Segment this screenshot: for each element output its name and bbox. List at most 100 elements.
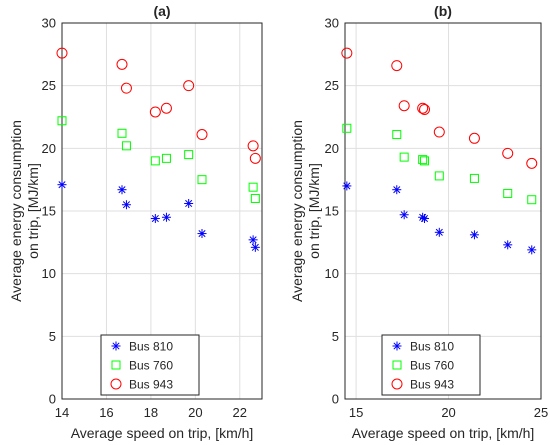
panel-b-x-axis-label: Average speed on trip, [km/h]	[352, 425, 535, 441]
panel-b-data-point-shape	[398, 100, 410, 112]
panel-a-data-point-shape	[248, 182, 258, 192]
panel-a-x-tick-label: 20	[188, 405, 202, 420]
panel-b-data-point-shape	[391, 60, 403, 72]
panel-b-y-axis-label-line: on trip, [MJ/km]	[306, 163, 322, 259]
panel-b-data-point-shape	[527, 195, 537, 205]
panel-b-data-point-shape	[526, 157, 538, 169]
panel-a-data-point-shape	[247, 140, 259, 152]
panel-a-data-point-shape	[116, 58, 128, 70]
panel-a-data-point	[160, 102, 172, 114]
panel-a-data-point-shape	[160, 102, 172, 114]
panel-a-data-point	[161, 153, 171, 163]
panel-b-data-point-shape	[503, 188, 513, 198]
panel-b-data-point	[398, 100, 410, 112]
panel-b-data-point	[392, 130, 402, 140]
panel-b-y-axis-label-line: Average energy consumption	[289, 120, 305, 302]
panel-a-data-point	[56, 47, 68, 59]
panel-b-data-point	[469, 230, 479, 240]
panel-b-data-point-shape	[434, 171, 444, 181]
panel-a-data-point	[247, 140, 259, 152]
panel-a-data-point	[150, 156, 160, 166]
panel-a-data-point	[250, 193, 260, 203]
panel-b-x-tick-label: 25	[534, 405, 548, 420]
panel-b-data-point	[468, 132, 480, 144]
panel-b-data-point-shape	[469, 173, 479, 183]
panel-a-legend-entry: Bus 760	[129, 359, 173, 373]
panel-b-y-axis-label: Average energy consumptionon trip, [MJ/k…	[289, 120, 322, 302]
panel-b-x-tick-label: 20	[441, 405, 455, 420]
panel-b-data-point-shape	[342, 123, 352, 133]
panel-b-data-point-shape	[419, 103, 431, 115]
panel-b-legend: Bus 810 Bus 760 Bus 943	[381, 334, 481, 396]
panel-a-data-point	[161, 212, 171, 222]
panel-a-x-tick-label: 18	[144, 405, 158, 420]
panel-a-legend-marker-shape	[110, 378, 122, 390]
panel-b-data-point	[342, 181, 352, 191]
panel-a-data-point-shape	[184, 150, 194, 160]
panel-b-legend-entry: Bus 760	[410, 359, 454, 373]
panel-b-legend-marker-stroke-3	[393, 342, 401, 350]
panel-b-data-point	[527, 195, 537, 205]
panel-b-data-point-stroke-3	[504, 241, 512, 249]
panel-a-title: (a)	[153, 3, 170, 19]
panel-b-data-point-stroke-3	[343, 182, 351, 190]
panel-b-data-point-shape	[468, 132, 480, 144]
panel-a-data-point-shape	[121, 141, 131, 151]
panel-b-data-point-shape	[418, 155, 428, 165]
panel-a-data-point-stroke-3	[122, 201, 130, 209]
panel-a: 14 16 18 20 22 0 5 10 15 20 25 30 (a) Average speed o…	[8, 3, 263, 441]
panel-a-data-point	[196, 129, 208, 141]
panel-b-series-bus-810	[342, 181, 537, 255]
panel-a-data-point	[150, 214, 160, 224]
panel-b-data-point	[434, 227, 444, 237]
panel-b-data-point	[399, 152, 409, 162]
panel-a-y-tick-label: 0	[49, 392, 56, 407]
panel-b-data-point-stroke-3	[528, 246, 536, 254]
panel-b-title: (b)	[434, 3, 452, 19]
panel-a-data-point-shape	[250, 193, 260, 203]
panel-b-data-point-shape	[417, 102, 429, 114]
panel-a-data-point-stroke-3	[198, 230, 206, 238]
panel-b-data-point	[392, 185, 402, 195]
panel-b-data-point	[342, 123, 352, 133]
panel-b-data-point-shape	[433, 126, 445, 138]
panel-b-data-point	[417, 102, 429, 114]
panel-a-x-tick-label: 14	[55, 405, 69, 420]
panel-a-data-point-stroke-3	[118, 186, 126, 194]
panel-a-data-point	[149, 106, 161, 118]
panel-b-data-point	[434, 171, 444, 181]
panel-b-data-point-stroke-3	[435, 228, 443, 236]
panel-b-y-tick-label: 30	[325, 16, 339, 31]
panel-a-series-bus-810	[57, 180, 260, 252]
panel-b-legend-entry: Bus 810	[410, 340, 454, 354]
panel-a-y-axis-label: Average energy consumptionon trip, [MJ/k…	[8, 120, 41, 302]
panel-b-data-point-shape	[392, 130, 402, 140]
panel-a-data-point	[120, 82, 132, 94]
panel-a-data-point	[249, 152, 261, 164]
panel-b-axes-box	[344, 22, 542, 400]
panel-b-data-point	[502, 147, 514, 159]
panel-a-data-point	[57, 116, 67, 126]
panel-b-data-point-shape	[420, 156, 430, 166]
panel-a-data-point-stroke-3	[162, 213, 170, 221]
panel-a-x-tick-label: 16	[99, 405, 113, 420]
panel-b-series-bus-943	[341, 47, 538, 169]
panel-b-y-tick-label: 5	[332, 329, 339, 344]
panel-a-series-bus-760	[57, 116, 260, 203]
panel-b-y-tick-label: 0	[332, 392, 339, 407]
panel-a-data-point-shape	[249, 152, 261, 164]
panel-a-data-point	[183, 80, 195, 92]
panel-b-legend-marker	[392, 341, 402, 351]
panel-a-data-point-shape	[57, 116, 67, 126]
panel-a-y-tick-label: 25	[42, 78, 56, 93]
panel-b-legend-marker	[391, 378, 403, 390]
panel-a-data-point	[117, 128, 127, 138]
panel-a-data-point-stroke-3	[251, 243, 259, 251]
panel-a-data-point-stroke-3	[151, 214, 159, 223]
panel-a-data-point-stroke-3	[249, 236, 257, 244]
panel-a-legend-marker-shape	[111, 360, 121, 370]
panel-a-data-point-shape	[183, 80, 195, 92]
panel-a-data-point-stroke-3	[185, 199, 193, 208]
panel-b-y-tick-label: 25	[325, 78, 339, 93]
